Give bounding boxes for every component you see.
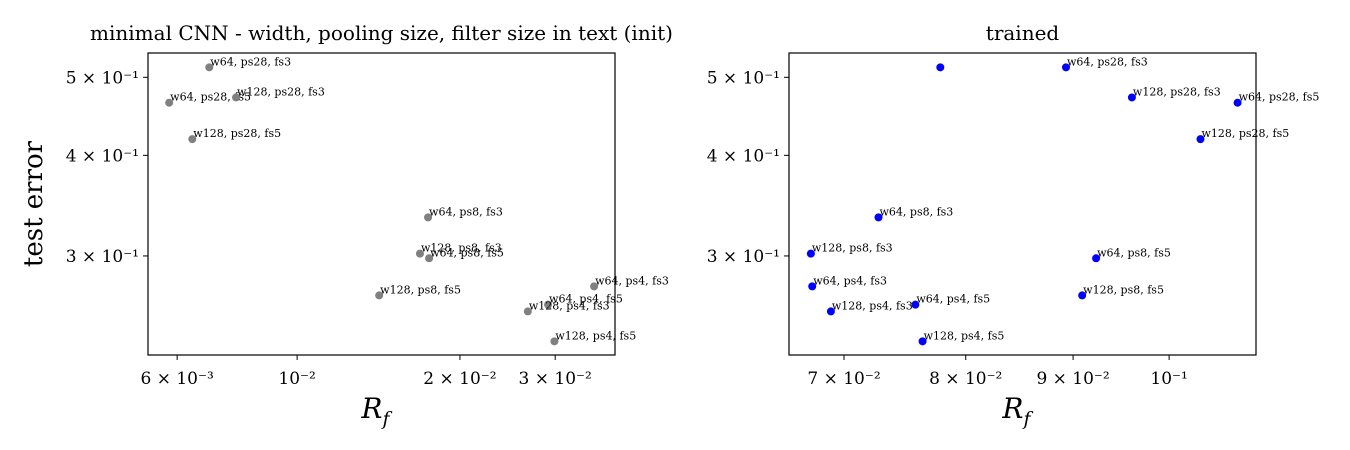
point (1196, 135, 1205, 144)
point (806, 249, 815, 258)
x-axis-label-main: R (360, 392, 382, 425)
point (188, 135, 197, 144)
point (523, 307, 532, 316)
point-label: w64, ps28, fs3 (1067, 55, 1148, 68)
point-label: w128, ps4, fs5 (555, 329, 636, 342)
point-label: w128, ps8, fs3 (421, 242, 502, 255)
point-label: w128, ps28, fs5 (1201, 127, 1289, 140)
point (1127, 93, 1136, 102)
y-tick-label: 3 × 10⁻¹ (66, 247, 139, 267)
point (165, 98, 174, 107)
point-label: w128, ps28, fs3 (1133, 85, 1221, 98)
point (936, 63, 945, 72)
point (1078, 291, 1087, 300)
point-label: w64, ps28, fs5 (1239, 91, 1320, 104)
x-tick-label: 8 × 10⁻² (929, 369, 1002, 389)
point (550, 337, 559, 346)
x-axis-label: Rf (360, 392, 392, 430)
point (544, 300, 553, 309)
point-label: w128, ps8, fs5 (1083, 283, 1164, 296)
y-tick-label: 5 × 10⁻¹ (66, 68, 139, 88)
point-label: w64, ps8, fs5 (430, 246, 504, 259)
point-label: w128, ps28, fs3 (237, 85, 325, 98)
point-label: w64, ps8, fs5 (1097, 246, 1171, 259)
x-tick-label: 6 × 10⁻³ (140, 369, 213, 389)
y-axis-label: test error (19, 140, 49, 267)
chart-title: minimal CNN - width, pooling size, filte… (90, 21, 673, 45)
point (1092, 254, 1101, 263)
point-label: w64, ps28, fs3 (210, 55, 291, 68)
point (1233, 98, 1242, 107)
point (424, 213, 433, 222)
point (415, 249, 424, 258)
point-label: w64, ps4, fs5 (916, 293, 990, 306)
y-tick-label: 5 × 10⁻¹ (707, 68, 780, 88)
plot-frame (788, 52, 1257, 356)
x-tick-label: 7 × 10⁻² (807, 369, 880, 389)
x-axis-label: Rf (1001, 392, 1033, 430)
x-axis-label-sub: f (381, 408, 393, 430)
chart-title: trained (986, 21, 1060, 45)
point-label: w64, ps8, fs3 (880, 205, 954, 218)
point-label: w64, ps4, fs5 (549, 293, 623, 306)
point-label: w128, ps4, fs3 (529, 299, 610, 312)
point-label: w64, ps4, fs3 (595, 274, 669, 287)
point (425, 254, 434, 263)
x-tick-label: 2 × 10⁻² (423, 369, 496, 389)
point (205, 63, 214, 72)
point (375, 291, 384, 300)
x-tick-label: 10⁻² (278, 369, 315, 389)
point-label: w128, ps4, fs3 (832, 299, 913, 312)
point (918, 337, 927, 346)
y-tick-label: 4 × 10⁻¹ (66, 146, 139, 166)
point-label: w128, ps4, fs5 (924, 329, 1005, 342)
point (232, 93, 241, 102)
point-label: w128, ps28, fs5 (193, 127, 281, 140)
y-tick-label: 4 × 10⁻¹ (707, 146, 780, 166)
x-axis-label-main: R (1001, 392, 1023, 425)
plot-frame (147, 52, 616, 356)
point (1061, 63, 1070, 72)
point (808, 282, 817, 291)
y-tick-label: 3 × 10⁻¹ (707, 247, 780, 267)
point (874, 213, 883, 222)
point-label: w64, ps8, fs3 (429, 205, 503, 218)
x-axis-label-sub: f (1022, 408, 1034, 430)
point-label: w64, ps4, fs3 (813, 274, 887, 287)
point (911, 300, 920, 309)
point-label: w128, ps8, fs5 (380, 283, 461, 296)
x-tick-label: 10⁻¹ (1150, 369, 1187, 389)
point (826, 307, 835, 316)
point-label: w64, ps28, fs5 (170, 91, 251, 104)
x-tick-label: 3 × 10⁻² (519, 369, 592, 389)
x-tick-label: 9 × 10⁻² (1036, 369, 1109, 389)
point-label: w128, ps8, fs3 (812, 242, 893, 255)
point (590, 282, 599, 291)
